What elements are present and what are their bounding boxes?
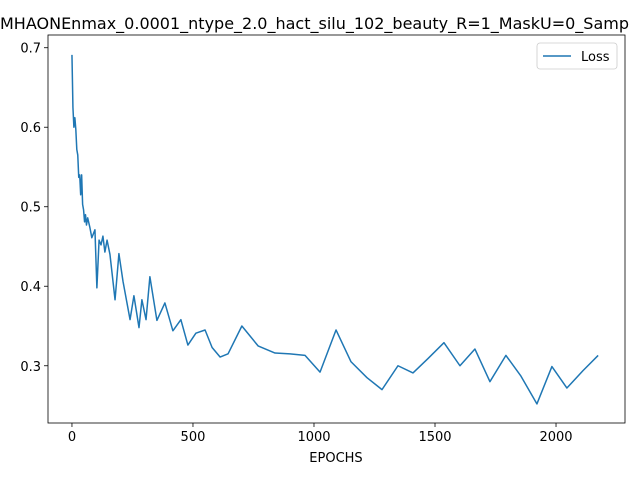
chart-title: MHAONEnmax_0.0001_ntype_2.0_hact_silu_10… [0,14,629,34]
y-tick-label: 0.5 [20,201,41,216]
y-tick-label: 0.3 [20,360,41,375]
y-tick-label: 0.6 [20,121,41,136]
legend-label: Loss [581,50,610,65]
y-tick-label: 0.7 [20,42,41,57]
x-tick-label: 500 [181,430,206,445]
x-axis-label: EPOCHS [309,451,362,466]
x-tick-label: 2000 [539,430,572,445]
plot-frame [47,34,626,424]
y-tick-label: 0.4 [20,280,41,295]
x-tick-label: 1500 [418,430,451,445]
line-series [71,54,599,405]
legend-box [536,42,618,70]
x-tick-label: 0 [68,430,76,445]
x-tick-label: 1000 [297,430,330,445]
